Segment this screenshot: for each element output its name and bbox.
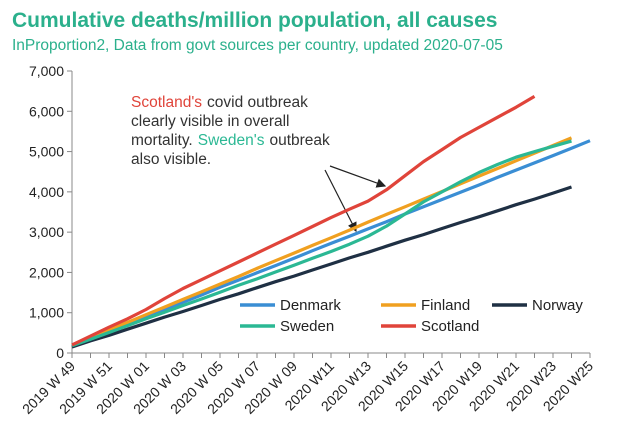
chart-subtitle: InProportion2, Data from govt sources pe…: [12, 37, 503, 54]
arrow: [329, 165, 387, 188]
series-line: [71, 139, 572, 348]
annotation-part: Sweden's: [198, 132, 265, 149]
annotation-part: Scotland's: [131, 94, 202, 111]
annotation-part: mortality.: [131, 132, 193, 149]
legend-label: Finland: [421, 297, 470, 314]
arrow: [324, 169, 357, 233]
legend-label: Sweden: [280, 318, 334, 335]
annotation: clearly visible in overall: [131, 113, 290, 130]
annotation-part: outbreak: [269, 132, 330, 149]
series-line: [71, 95, 536, 347]
series-line: [71, 185, 573, 349]
legend-label: Denmark: [280, 297, 341, 314]
y-tick-label: 7,000: [29, 63, 64, 79]
y-tick-label: 5,000: [29, 144, 64, 160]
annotation-part: covid outbreak: [207, 94, 308, 111]
annotation: mortality. Sweden's outbreak: [131, 132, 330, 149]
y-tick-label: 3,000: [29, 224, 64, 240]
y-tick-label: 1,000: [29, 305, 64, 321]
chart-title: Cumulative deaths/million population, al…: [12, 9, 497, 32]
y-tick-label: 2,000: [29, 264, 64, 280]
y-tick-label: 4,000: [29, 184, 64, 200]
series-line: [71, 136, 573, 347]
legend-label: Scotland: [421, 318, 479, 335]
annotation: Scotland's covid outbreak: [131, 94, 308, 111]
annotation-part: clearly visible in overall: [131, 113, 290, 130]
annotation: also visible.: [131, 151, 211, 168]
legend-label: Norway: [532, 297, 583, 314]
y-tick-label: 0: [56, 345, 64, 361]
y-tick-label: 6,000: [29, 103, 64, 119]
series-line: [71, 139, 591, 348]
annotation-part: also visible.: [131, 151, 211, 168]
